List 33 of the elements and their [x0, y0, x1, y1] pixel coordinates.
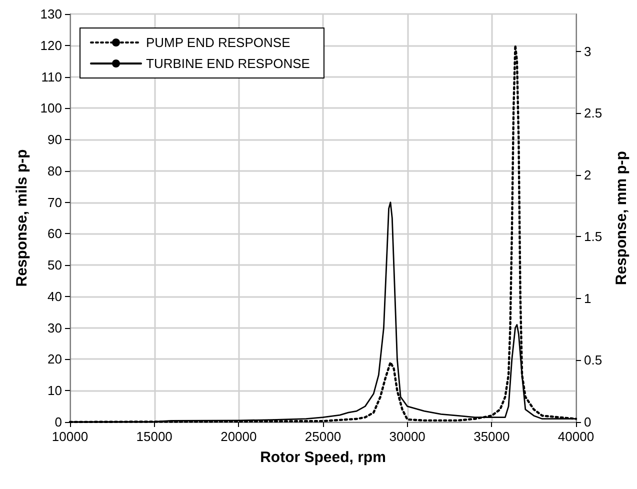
y2-tick-label: 0	[584, 414, 592, 430]
y-tick-label: 20	[48, 352, 62, 367]
x-tick-label: 30000	[389, 429, 426, 444]
y2-tick-label: 2	[584, 167, 592, 182]
x-tick-label: 40000	[558, 429, 594, 444]
y2-tick-label: 1	[584, 290, 592, 306]
y-axis-title: Response, mils p-p	[13, 149, 30, 287]
y-tick-label: 0	[54, 414, 62, 430]
y-tick-label: 60	[48, 226, 62, 242]
y-tick-label: 100	[40, 100, 62, 116]
y-tick-label: 40	[48, 288, 62, 304]
y-tick-label: 10	[48, 383, 62, 398]
x-tick-label: 10000	[52, 429, 88, 444]
x-axis-title: Rotor Speed, rpm	[260, 449, 386, 466]
y-tick-label: 70	[48, 194, 62, 210]
legend-label: PUMP END RESPONSE	[146, 35, 291, 50]
legend-label: TURBINE END RESPONSE	[146, 56, 310, 71]
y-tick-label: 90	[48, 132, 62, 148]
y-tick-label: 130	[40, 6, 62, 22]
x-tick-label: 25000	[304, 429, 342, 444]
x-tick-label: 20000	[220, 429, 257, 444]
y-tick-label: 30	[48, 320, 62, 336]
y2-axis-title: Response, mm p-p	[613, 150, 630, 286]
y2-tick-label: 2.5	[584, 106, 602, 121]
y2-tick-label: 3	[584, 44, 592, 59]
y-tick-label: 120	[40, 38, 62, 53]
x-tick-label: 15000	[136, 429, 172, 444]
y2-tick-label: 0.5	[584, 352, 602, 368]
y-tick-label: 110	[41, 69, 62, 84]
y-tick-label: 50	[48, 258, 62, 273]
x-tick-label: 35000	[474, 429, 510, 444]
y-tick-label: 80	[48, 163, 62, 178]
y2-tick-label: 1.5	[584, 229, 602, 244]
